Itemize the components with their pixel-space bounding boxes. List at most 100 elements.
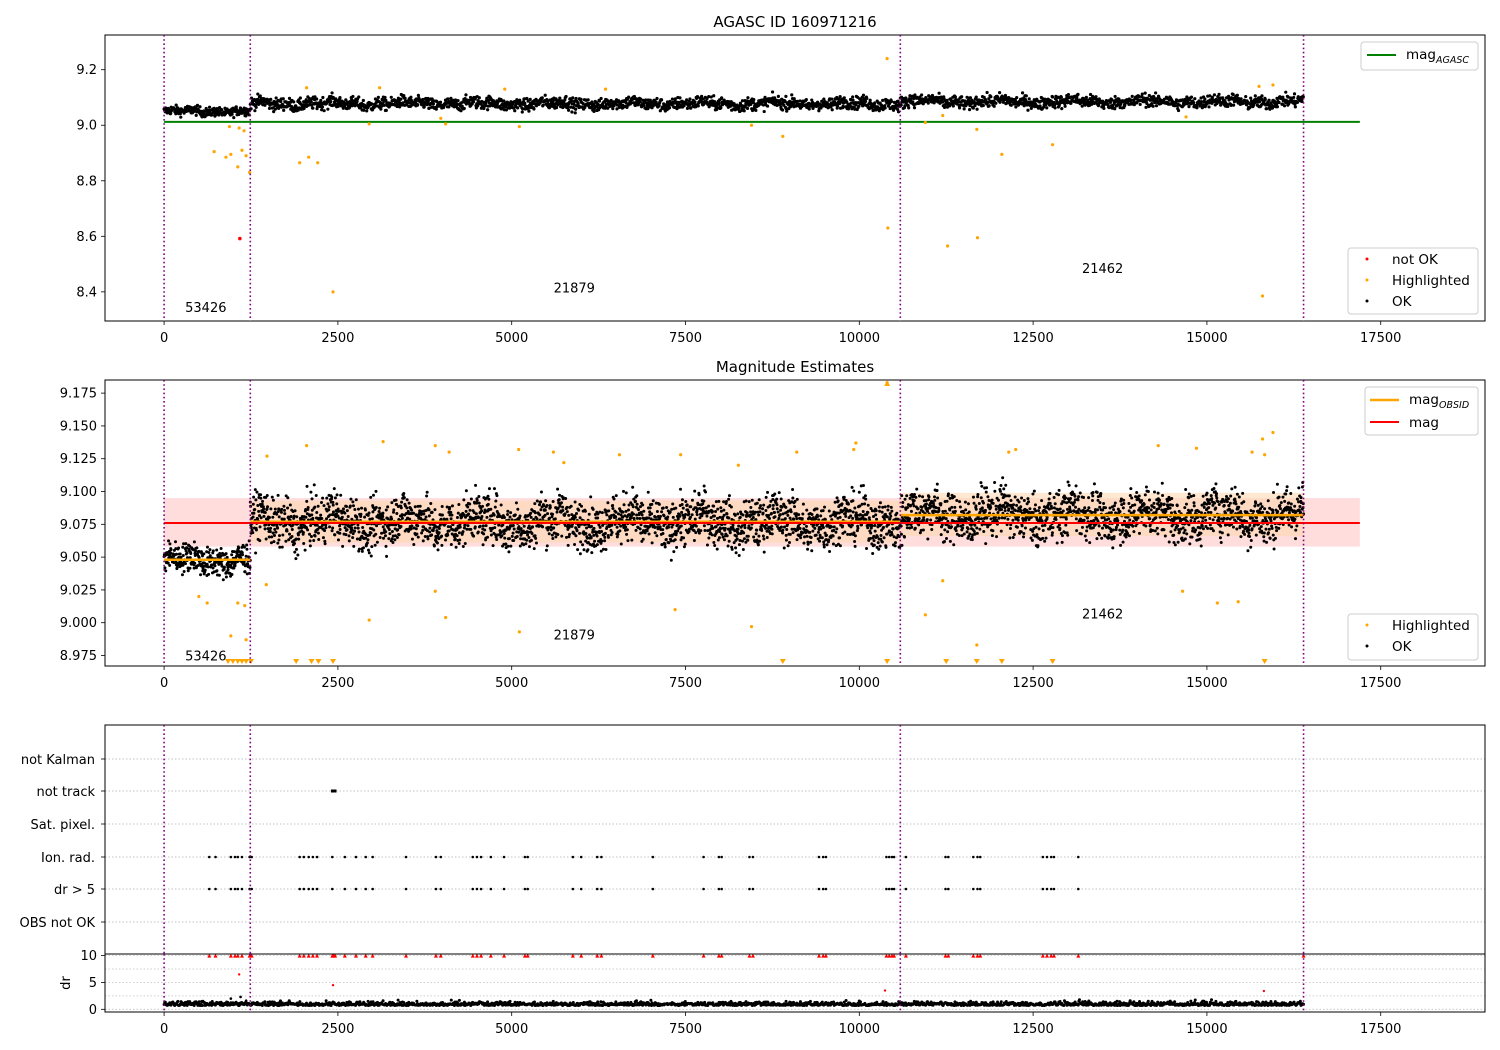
data-point-ok — [527, 109, 531, 113]
data-point-ok — [290, 534, 294, 538]
data-point-ok — [669, 558, 673, 562]
data-point-ok — [399, 506, 403, 510]
data-point-ok — [750, 498, 754, 502]
data-point-ok — [327, 505, 331, 509]
data-point-ok — [717, 499, 721, 503]
x-tick-label: 10000 — [839, 331, 880, 346]
data-point-ok — [751, 516, 755, 520]
data-point-ok — [564, 535, 568, 539]
data-point-ok — [276, 526, 280, 530]
data-point-ok — [489, 533, 493, 537]
data-point-ok — [469, 497, 473, 501]
data-point-ok — [449, 542, 453, 546]
legend-marker — [1365, 299, 1369, 303]
data-point-ok — [361, 546, 365, 550]
data-point-ok — [1208, 94, 1212, 98]
data-point-ok — [633, 499, 637, 503]
data-point-highlighted — [240, 148, 244, 152]
data-point-highlighted — [305, 86, 309, 90]
data-point-ok — [182, 569, 186, 573]
data-point-ok — [647, 532, 651, 536]
data-point-ok — [300, 525, 304, 529]
data-point-ok — [699, 529, 703, 533]
data-point-ok — [288, 532, 292, 536]
data-point-ok — [507, 550, 511, 554]
data-point-ok — [259, 493, 263, 497]
data-point-ok — [722, 538, 726, 542]
data-point-ok — [973, 104, 977, 108]
data-point-ok — [618, 529, 622, 533]
data-point-ok — [348, 504, 352, 508]
data-point-ok — [294, 537, 298, 541]
data-point-ok — [360, 506, 364, 510]
data-point-ok — [508, 515, 512, 519]
data-point-ok — [564, 496, 568, 500]
data-point-ok — [185, 551, 189, 555]
data-point-ok — [757, 513, 761, 517]
data-point-ok — [579, 504, 583, 508]
data-point-ok — [282, 504, 286, 508]
data-point-ok — [851, 95, 855, 99]
data-point-ok — [745, 511, 749, 515]
data-point-ok — [650, 512, 654, 516]
data-point-ok — [883, 106, 887, 110]
data-point-ok — [336, 507, 340, 511]
data-point-ok — [309, 524, 313, 528]
data-point-ok — [173, 540, 177, 544]
data-point-ok — [454, 545, 458, 549]
data-point-ok — [403, 96, 407, 100]
x-tick-label: 7500 — [669, 331, 702, 346]
data-point-ok — [1069, 101, 1073, 105]
data-point-ok — [450, 513, 454, 517]
data-point-ok — [506, 544, 510, 548]
data-point-ok — [525, 538, 529, 542]
data-point-ok — [677, 100, 681, 105]
data-point-ok — [985, 90, 989, 95]
data-point-ok — [456, 99, 460, 103]
data-point-ok — [703, 529, 707, 533]
data-point-ok — [517, 530, 521, 534]
data-point-ok — [566, 108, 571, 112]
data-point-ok — [804, 97, 808, 102]
data-point-ok — [331, 526, 335, 530]
data-point-ok — [707, 94, 711, 99]
data-point-ok — [458, 525, 462, 529]
data-point-ok — [319, 513, 323, 517]
data-point-ok — [492, 513, 496, 517]
data-point-ok — [382, 536, 386, 540]
data-point-ok — [345, 528, 349, 532]
data-point-highlighted — [1257, 84, 1261, 88]
data-point-ok — [312, 483, 316, 487]
data-point-ok — [1130, 94, 1134, 99]
data-point-ok — [689, 505, 693, 509]
data-point-ok — [678, 514, 682, 518]
data-point-ok — [790, 93, 794, 97]
data-point-ok — [658, 514, 662, 518]
data-point-ok — [792, 97, 796, 101]
obsid-label: 21462 — [1082, 262, 1123, 277]
data-point-ok — [303, 548, 307, 552]
data-point-ok — [659, 98, 664, 102]
data-point-ok — [742, 537, 746, 541]
data-point-ok — [250, 528, 254, 532]
data-point-ok — [457, 502, 461, 506]
data-point-ok — [169, 111, 173, 115]
data-point-ok — [466, 505, 470, 509]
data-point-ok — [1210, 95, 1214, 99]
data-point-ok — [361, 98, 365, 103]
data-point-ok — [329, 100, 333, 104]
data-point-ok — [1020, 91, 1025, 95]
data-point-ok — [1076, 92, 1080, 96]
data-point-ok — [693, 100, 697, 104]
data-point-ok — [363, 508, 367, 512]
data-point-ok — [446, 533, 450, 537]
data-point-ok — [704, 490, 708, 494]
data-point-highlighted — [229, 152, 233, 156]
data-point-ok — [405, 506, 409, 510]
data-point-ok — [590, 524, 594, 528]
data-point-ok — [428, 526, 432, 530]
data-point-ok — [694, 524, 698, 528]
data-point-ok — [296, 533, 300, 537]
data-point-ok — [205, 562, 209, 566]
data-point-ok — [213, 564, 217, 568]
